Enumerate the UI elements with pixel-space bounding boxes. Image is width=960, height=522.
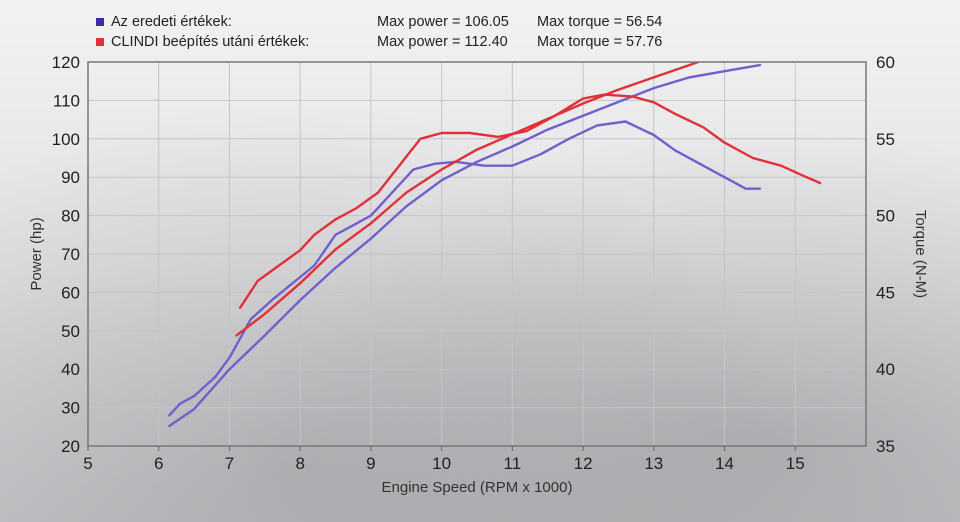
series-line-clindi-torque bbox=[235, 62, 702, 337]
y-right-tick-label: 35 bbox=[876, 437, 895, 456]
legend-max-torque-original: Max torque = 56.54 bbox=[537, 14, 663, 30]
legend-row-original: Az eredeti értékek: Max power = 106.05 M… bbox=[96, 14, 662, 30]
x-tick-label: 6 bbox=[154, 454, 163, 473]
legend-max-torque-clindi: Max torque = 57.76 bbox=[537, 34, 663, 50]
legend-label-original: Az eredeti értékek: bbox=[111, 14, 232, 30]
y-left-tick-label: 20 bbox=[61, 437, 80, 456]
y-left-tick-label: 30 bbox=[61, 399, 80, 418]
series-line-original-power bbox=[168, 120, 762, 417]
x-axis-label: Engine Speed (RPM x 1000) bbox=[382, 479, 573, 496]
y-left-tick-label: 60 bbox=[61, 283, 80, 302]
y-right-tick-label: 60 bbox=[876, 53, 895, 72]
x-tick-label: 8 bbox=[295, 454, 304, 473]
y-left-tick-label: 110 bbox=[53, 91, 80, 110]
y-axis-left-label: Power (hp) bbox=[28, 217, 45, 290]
grid-lines bbox=[87, 61, 866, 447]
x-tick-label: 7 bbox=[225, 454, 234, 473]
legend-swatch-original bbox=[96, 18, 104, 26]
legend-row-clindi: CLINDI beépítés utáni értékek: Max power… bbox=[96, 34, 662, 50]
legend-swatch-clindi bbox=[96, 38, 104, 46]
x-tick-label: 14 bbox=[715, 454, 734, 473]
legend-max-power-clindi: Max power = 112.40 bbox=[377, 34, 508, 50]
y-left-tick-label: 100 bbox=[52, 130, 80, 149]
x-tick-label: 11 bbox=[504, 454, 522, 473]
y-left-tick-label: 40 bbox=[61, 360, 80, 379]
x-tick-label: 9 bbox=[366, 454, 375, 473]
y-right-tick-label: 45 bbox=[876, 283, 895, 302]
y-axis-right-label: Torque (N-M) bbox=[912, 210, 929, 298]
x-tick-label: 13 bbox=[644, 454, 663, 473]
legend-label-clindi: CLINDI beépítés utáni értékek: bbox=[111, 34, 310, 50]
x-tick-label: 5 bbox=[83, 454, 92, 473]
y-left-tick-label: 70 bbox=[61, 245, 80, 264]
series-line-original-torque bbox=[168, 63, 762, 428]
y-left-tick-label: 50 bbox=[61, 322, 80, 341]
y-right-tick-label: 55 bbox=[876, 130, 895, 149]
x-tick-label: 10 bbox=[432, 454, 451, 473]
y-right-tick-label: 50 bbox=[876, 207, 895, 226]
x-tick-label: 15 bbox=[786, 454, 805, 473]
series-group bbox=[168, 62, 822, 428]
x-tick-label: 12 bbox=[574, 454, 593, 473]
y-left-tick-label: 90 bbox=[61, 168, 80, 187]
axes-group: 5 6 7 8 9 10 11 12 13 14 15 20 30 40 50 60 70 80 90 100 110 1… bbox=[52, 53, 895, 473]
y-right-tick-label: 40 bbox=[876, 360, 895, 379]
y-left-tick-label: 120 bbox=[52, 53, 80, 72]
y-left-tick-label: 80 bbox=[61, 207, 80, 226]
plot-frame bbox=[87, 61, 867, 447]
legend-max-power-original: Max power = 106.05 bbox=[377, 14, 509, 30]
